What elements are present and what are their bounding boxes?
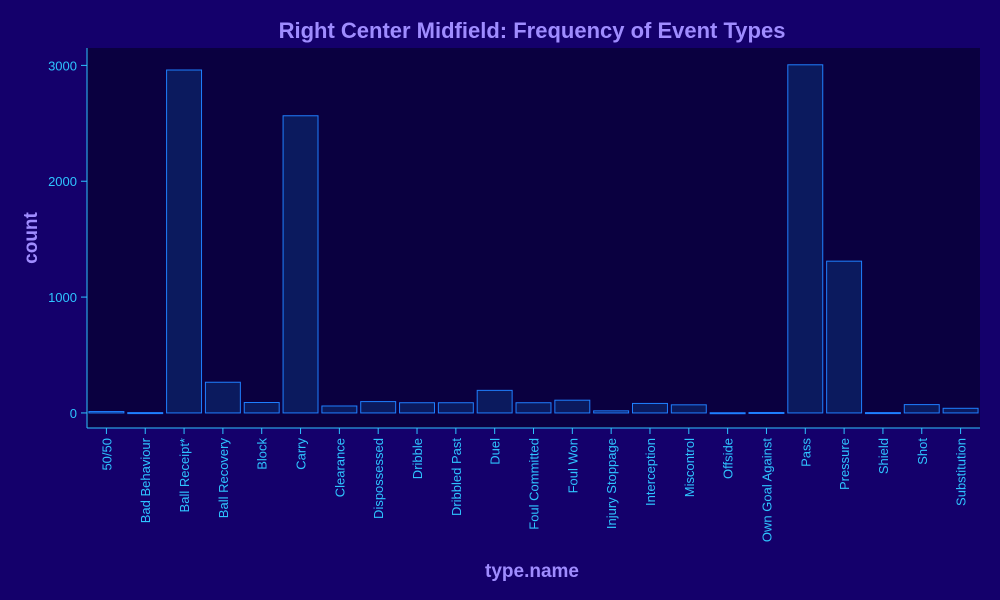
bar-carry bbox=[282, 115, 319, 414]
bar-own-goal-against bbox=[748, 411, 785, 414]
x-tick-label: Pressure bbox=[837, 438, 852, 490]
bars-group bbox=[88, 64, 979, 415]
bar-dispossessed bbox=[360, 401, 397, 414]
x-tick-label: Dribble bbox=[410, 438, 425, 479]
bar-foul-won bbox=[554, 399, 591, 414]
bar-duel bbox=[476, 389, 513, 414]
x-axis-ticks: 50/50 Bad Behaviour Ball Receipt* Ball Reco… bbox=[99, 428, 969, 542]
x-tick-label: Pass bbox=[798, 438, 813, 467]
bar-interception bbox=[632, 402, 668, 414]
bar-ball-recovery bbox=[204, 381, 241, 414]
bar-shield bbox=[864, 412, 901, 415]
y-tick-label: 0 bbox=[70, 406, 77, 421]
bar-dribble bbox=[399, 402, 435, 414]
x-axis-title: type.name bbox=[485, 561, 579, 582]
x-tick-label: 50/50 bbox=[99, 438, 114, 471]
x-tick-label: Carry bbox=[294, 438, 309, 470]
bar-offside bbox=[709, 412, 746, 415]
bar-pass bbox=[787, 64, 824, 414]
x-tick-label: Foul Committed bbox=[527, 438, 542, 530]
x-tick-label: Block bbox=[255, 438, 270, 470]
x-tick-label: Shield bbox=[876, 438, 891, 474]
x-tick-label: Foul Won bbox=[565, 438, 580, 493]
y-axis-title: count bbox=[21, 211, 42, 263]
x-tick-label: Interception bbox=[643, 438, 658, 506]
bar-substitution bbox=[942, 407, 979, 414]
bar-miscontrol bbox=[670, 404, 707, 414]
x-tick-label: Dribbled Past bbox=[449, 438, 464, 516]
x-tick-label: Shot bbox=[915, 438, 930, 465]
y-tick-label: 2000 bbox=[48, 174, 77, 189]
y-axis-ticks: 0 1000 2000 3000 bbox=[48, 58, 87, 421]
x-tick-label: Dispossessed bbox=[371, 438, 386, 519]
x-tick-label: Bad Behaviour bbox=[138, 437, 153, 523]
bar-injury-stoppage bbox=[593, 410, 630, 414]
bar-dribbled-past bbox=[437, 402, 474, 414]
bar-clearance bbox=[321, 405, 358, 414]
x-tick-label: Substitution bbox=[954, 438, 969, 506]
y-tick-label: 1000 bbox=[48, 290, 77, 305]
x-tick-label: Duel bbox=[488, 438, 503, 465]
x-tick-label: Clearance bbox=[332, 438, 347, 497]
bar-bad-behaviour bbox=[127, 412, 164, 415]
y-tick-label: 3000 bbox=[48, 58, 77, 73]
bar-foul-committed bbox=[515, 402, 552, 414]
x-tick-label: Offside bbox=[721, 438, 736, 479]
x-tick-label: Ball Recovery bbox=[216, 438, 231, 519]
x-tick-label: Ball Receipt* bbox=[177, 438, 192, 512]
bar-50-50 bbox=[88, 411, 125, 414]
bar-block bbox=[243, 402, 280, 414]
bar-pressure bbox=[826, 260, 863, 414]
chart-title: Right Center Midfield: Frequency of Even… bbox=[279, 18, 786, 43]
x-tick-label: Own Goal Against bbox=[759, 438, 774, 542]
bar-shot bbox=[903, 404, 940, 414]
bar-ball-receipt bbox=[166, 69, 203, 414]
x-tick-label: Injury Stoppage bbox=[604, 438, 619, 529]
x-tick-label: Miscontrol bbox=[682, 438, 697, 497]
